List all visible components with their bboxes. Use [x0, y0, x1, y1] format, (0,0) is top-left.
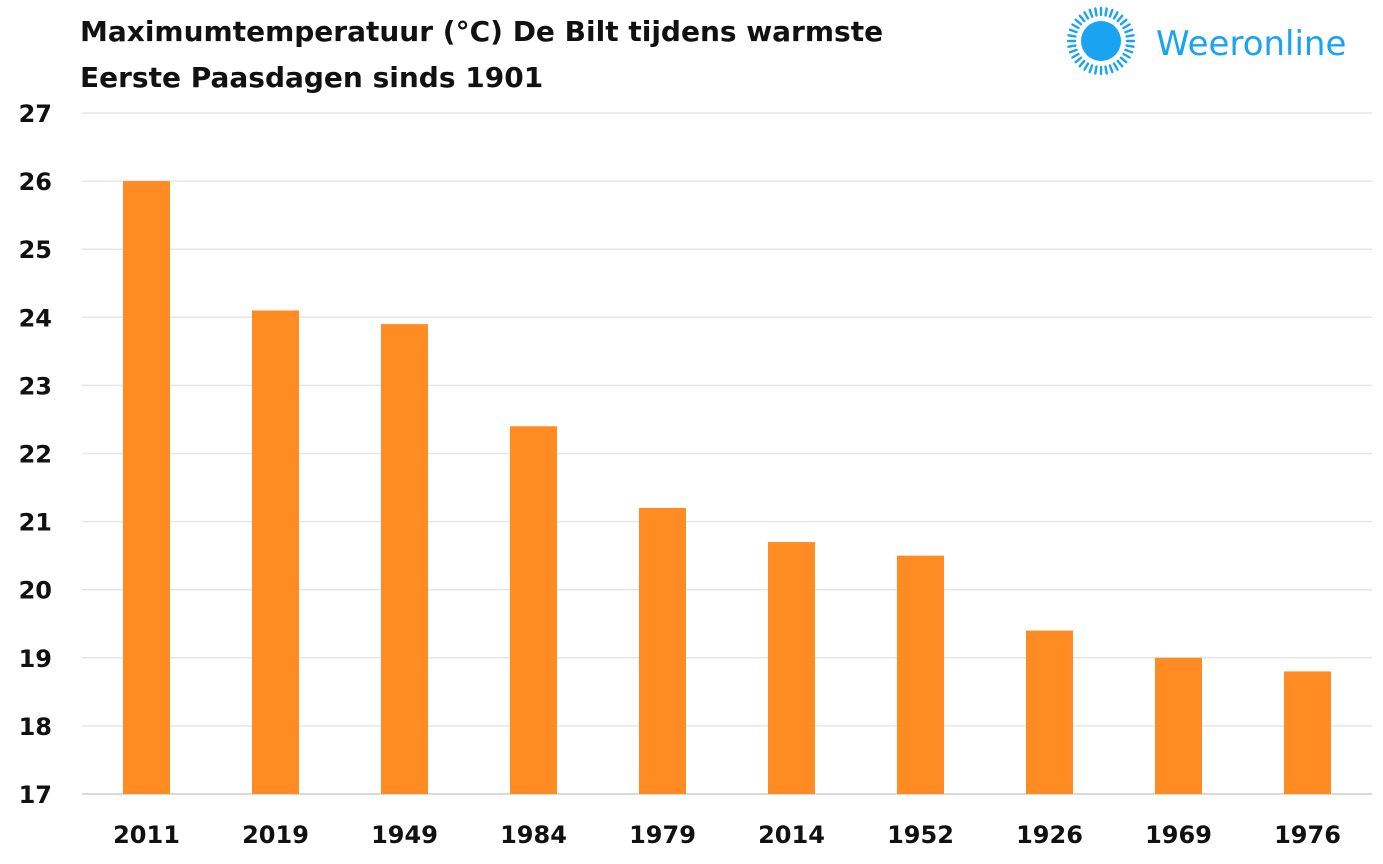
y-tick-label: 19	[19, 645, 52, 673]
x-tick-label: 1949	[371, 821, 438, 849]
y-tick-label: 21	[19, 509, 52, 537]
sun-ray	[1108, 64, 1114, 74]
sun-ray	[1094, 7, 1098, 17]
bar-1979	[639, 507, 686, 794]
bar-1926	[1026, 630, 1073, 794]
bar-series	[123, 181, 1331, 795]
x-axis: 2011 2019 1949 1984 1979 2014 1952 1926 1969 1976	[113, 821, 1341, 849]
sun-ray	[1119, 56, 1128, 64]
sun-ray	[1094, 65, 1098, 75]
x-tick-label: 1952	[887, 821, 954, 849]
y-tick-label: 24	[19, 304, 52, 332]
x-tick-label: 2019	[242, 821, 309, 849]
chart-title-line-2: Eerste Paasdagen sinds 1901	[80, 61, 544, 94]
y-tick-label: 23	[19, 372, 52, 400]
weeronline-logo: Weeronline	[1064, 4, 1374, 84]
x-tick-label: 1979	[629, 821, 696, 849]
sun-ray	[1074, 18, 1083, 26]
sun-ray	[1074, 56, 1083, 64]
sun-ray	[1067, 44, 1077, 48]
sun-ray	[1124, 28, 1134, 34]
sun-ray	[1088, 8, 1094, 18]
x-tick-label: 1926	[1016, 821, 1083, 849]
sun-ray	[1071, 52, 1080, 59]
sun-icon	[1066, 6, 1136, 76]
sun-ray	[1071, 23, 1080, 30]
y-tick-label: 20	[19, 577, 52, 605]
y-tick-label: 18	[19, 713, 52, 741]
y-tick-label: 25	[19, 236, 52, 264]
sun-ray	[1083, 11, 1090, 20]
sun-ray	[1124, 48, 1134, 54]
bar-1969	[1155, 657, 1202, 794]
sun-ray	[1112, 11, 1119, 20]
x-tick-label: 1969	[1145, 821, 1212, 849]
sun-ray	[1122, 52, 1131, 59]
y-tick-label: 27	[19, 100, 52, 128]
sun-ray	[1088, 64, 1094, 74]
x-tick-label: 1976	[1274, 821, 1341, 849]
bar-2019	[252, 310, 299, 794]
bar-1976	[1284, 671, 1331, 794]
sun-core	[1081, 21, 1121, 61]
sun-ray	[1125, 44, 1135, 48]
sun-ray	[1083, 62, 1090, 71]
sun-ray	[1119, 18, 1128, 26]
sun-ray	[1122, 23, 1131, 30]
sun-ray	[1068, 48, 1078, 54]
bar-2011	[123, 181, 170, 795]
bar-1952	[897, 555, 944, 794]
sun-ray	[1112, 62, 1119, 71]
x-tick-label: 1984	[500, 821, 567, 849]
y-tick-label: 26	[19, 168, 52, 196]
x-tick-label: 2014	[758, 821, 825, 849]
y-tick-label: 17	[19, 781, 52, 809]
sun-ray	[1104, 65, 1108, 75]
sun-ray	[1068, 28, 1078, 34]
sun-ray	[1108, 8, 1114, 18]
y-axis: 17 18 19 20 21 22 23 24 25 26 27	[19, 100, 52, 809]
sun-ray	[1104, 7, 1108, 17]
sun-ray	[1125, 34, 1135, 38]
sun-ray	[1116, 59, 1124, 68]
bar-1984	[510, 426, 557, 794]
sun-ray	[1078, 14, 1086, 23]
y-tick-label: 22	[19, 441, 52, 469]
brand-wordmark: Weeronline	[1156, 24, 1346, 64]
bar-2014	[768, 542, 815, 794]
x-tick-label: 2011	[113, 821, 180, 849]
chart-title-line-1: Maximumtemperatuur (°C) De Bilt tijdens …	[80, 15, 884, 48]
sun-ray	[1078, 59, 1086, 68]
sun-ray	[1067, 34, 1077, 38]
sun-ray	[1116, 14, 1124, 23]
bar-1949	[381, 324, 428, 794]
